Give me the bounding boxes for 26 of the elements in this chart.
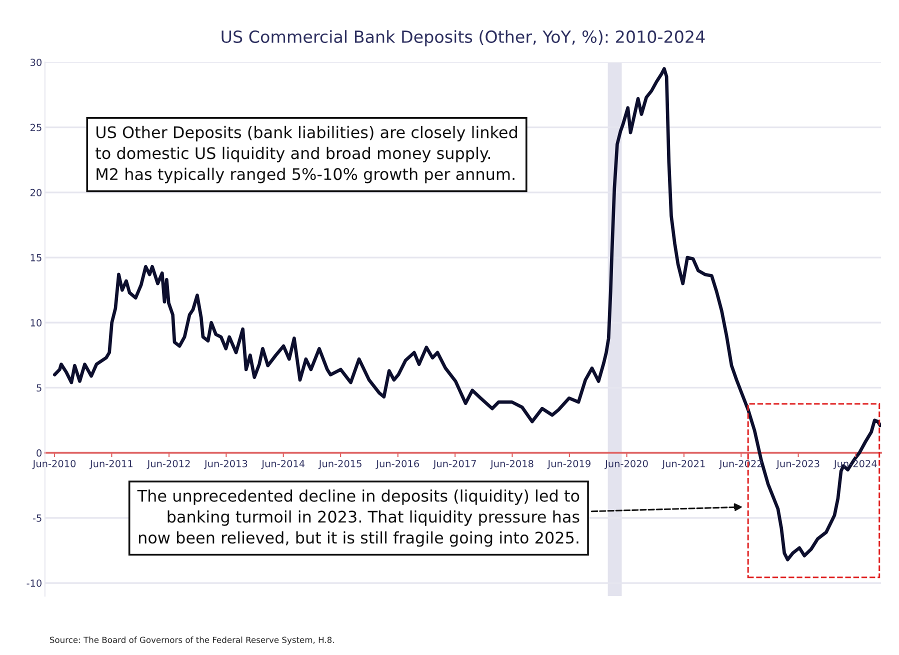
x-tick-label: Jun-2018 xyxy=(490,460,534,470)
y-tick-label: 0 xyxy=(36,449,42,457)
x-tick-label: Jun-2020 xyxy=(604,460,648,470)
y-tick-label: -10 xyxy=(26,580,42,587)
x-tick-label: Jun-2011 xyxy=(89,460,133,470)
source-note: Source: The Board of Governors of the Federal Reserve System, H.8. xyxy=(50,636,334,645)
x-tick-label: Jun-2021 xyxy=(662,460,705,470)
y-tick-label: 25 xyxy=(30,124,42,132)
x-tick-label: Jun-2019 xyxy=(547,460,590,470)
y-tick-label: 5 xyxy=(36,384,42,392)
y-tick-label: 15 xyxy=(30,254,42,262)
x-tick-label: Jun-2013 xyxy=(204,460,248,470)
x-tick-label: Jun-2023 xyxy=(776,460,820,470)
x-tick-label: Jun-2010 xyxy=(32,460,76,470)
annotation: The unprecedented decline in deposits (liquidity) led to banking turmoil in 2023. That liquidity pressure has now been relieved, but it is still fragile going into 2025. xyxy=(137,489,580,547)
y-tick-label: -5 xyxy=(32,514,42,522)
x-tick-label: Jun-2012 xyxy=(146,460,190,470)
chart-title: US Commercial Bank Deposits (Other, YoY, %): 2010-2024 xyxy=(222,30,705,46)
y-tick-label: 10 xyxy=(30,319,42,326)
x-tick-label: Jun-2015 xyxy=(318,460,362,470)
y-tick-label: 30 xyxy=(30,58,42,66)
x-tick-label: Jun-2017 xyxy=(432,460,476,470)
y-tick-label: 20 xyxy=(30,188,42,196)
x-tick-label: Jun-2014 xyxy=(261,460,305,470)
x-tick-label: Jun-2016 xyxy=(376,460,420,470)
annotation: US Other Deposits (bank liabilities) are closely linked to domestic US liquidity and broad money supply. M2 has typically ranged 5%-10% growth per annum. xyxy=(96,126,517,184)
